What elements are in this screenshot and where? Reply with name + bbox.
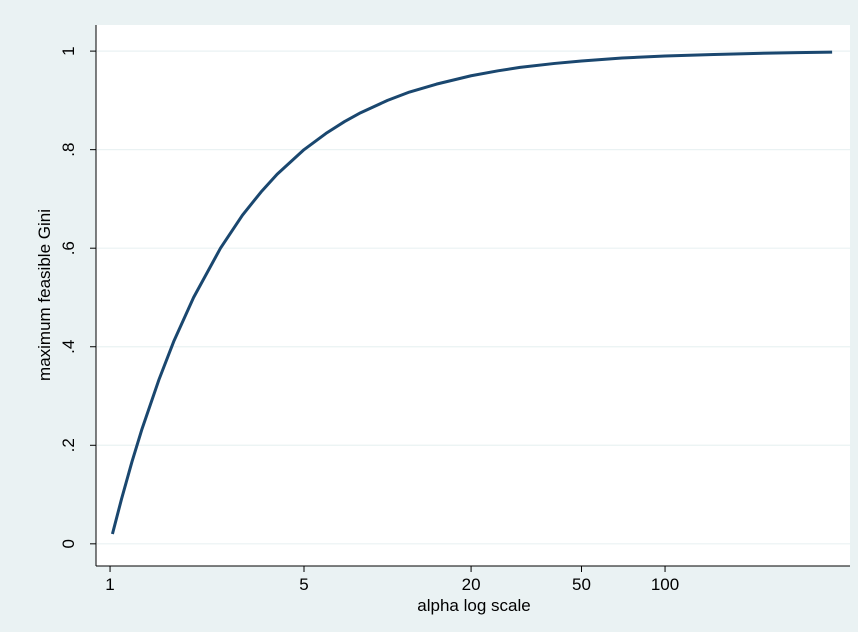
y-tick-label: 0 [59,539,78,548]
x-tick-label: 100 [651,575,679,594]
x-tick-label: 5 [299,575,308,594]
y-tick-label: .2 [59,438,78,452]
y-axis-title: maximum feasible Gini [35,209,54,381]
y-tick-label: 1 [59,46,78,55]
x-axis-title: alpha log scale [417,596,530,615]
y-tick-label: .6 [59,241,78,255]
plot-area [96,25,850,566]
x-tick-label: 20 [462,575,481,594]
x-tick-label: 50 [572,575,591,594]
data-line [110,50,833,535]
x-tick-label: 1 [105,575,114,594]
y-tick-label: .4 [59,340,78,354]
y-tick-label: .8 [59,143,78,157]
